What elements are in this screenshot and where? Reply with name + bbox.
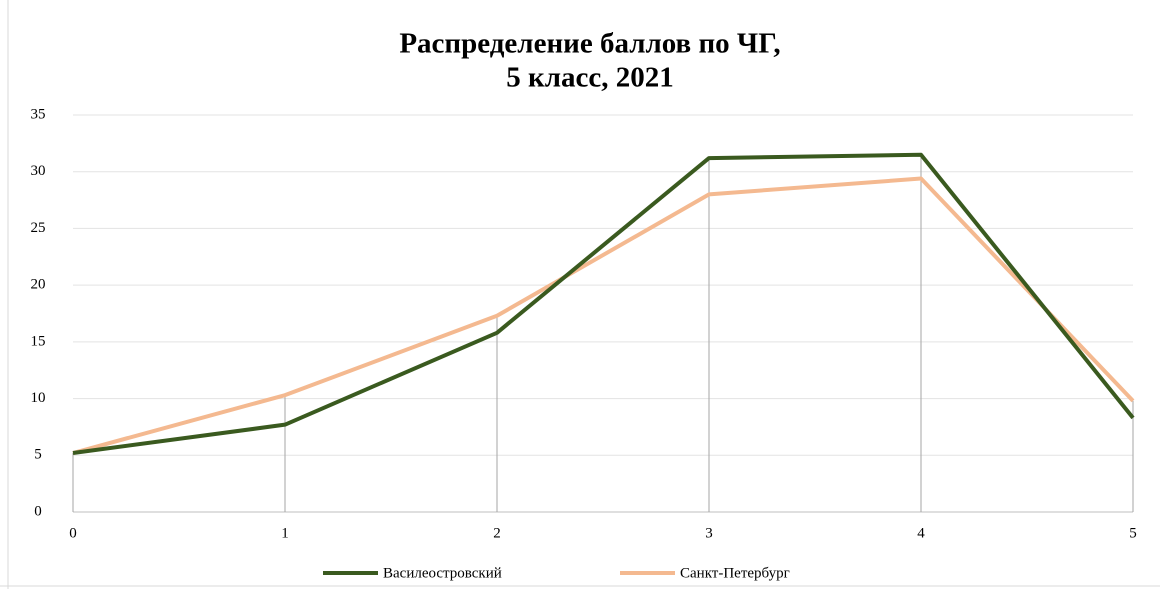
x-tick-label: 3 [705, 525, 713, 541]
legend-label: Санкт-Петербург [680, 565, 790, 581]
legend-label: Василеостровский [383, 565, 502, 581]
y-tick-label: 35 [31, 106, 46, 122]
chart-title: Распределение баллов по ЧГ, [399, 28, 780, 60]
y-tick-label: 30 [31, 163, 46, 179]
x-tick-label: 2 [493, 525, 501, 541]
y-tick-label: 25 [31, 220, 46, 236]
x-tick-label: 1 [281, 525, 289, 541]
y-tick-label: 20 [31, 277, 46, 293]
x-tick-label: 4 [917, 525, 925, 541]
series-line [72, 176, 1135, 455]
x-tick-label: 5 [1129, 525, 1137, 541]
chart-title: 5 класс, 2021 [506, 62, 673, 94]
y-tick-label: 5 [34, 447, 42, 463]
y-tick-label: 10 [31, 390, 46, 406]
y-tick-label: 0 [34, 503, 42, 519]
series-line [72, 152, 1135, 455]
x-tick-label: 0 [69, 525, 77, 541]
y-tick-label: 15 [31, 333, 46, 349]
